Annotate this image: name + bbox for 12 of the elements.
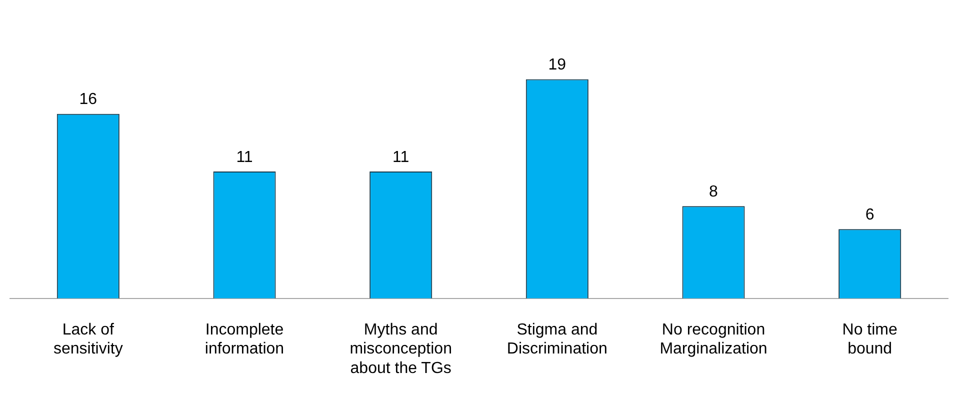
x-tick-label: No recognition Marginalization (660, 321, 768, 358)
x-tick-label: Stigma and Discrimination (506, 321, 608, 358)
data-label: 11 (236, 148, 253, 166)
data-label: 19 (548, 56, 566, 74)
data-label: 6 (865, 206, 874, 224)
data-label: 16 (79, 91, 98, 108)
x-tick-label: Lack of sensitivity (53, 321, 123, 358)
x-tick-label: Myths and misconception about the TGs (350, 321, 452, 377)
data-label: 11 (392, 148, 410, 166)
x-tick-label: No time bound (842, 321, 898, 358)
data-label: 8 (709, 184, 718, 201)
x-tick-label: Incomplete information (204, 321, 284, 358)
